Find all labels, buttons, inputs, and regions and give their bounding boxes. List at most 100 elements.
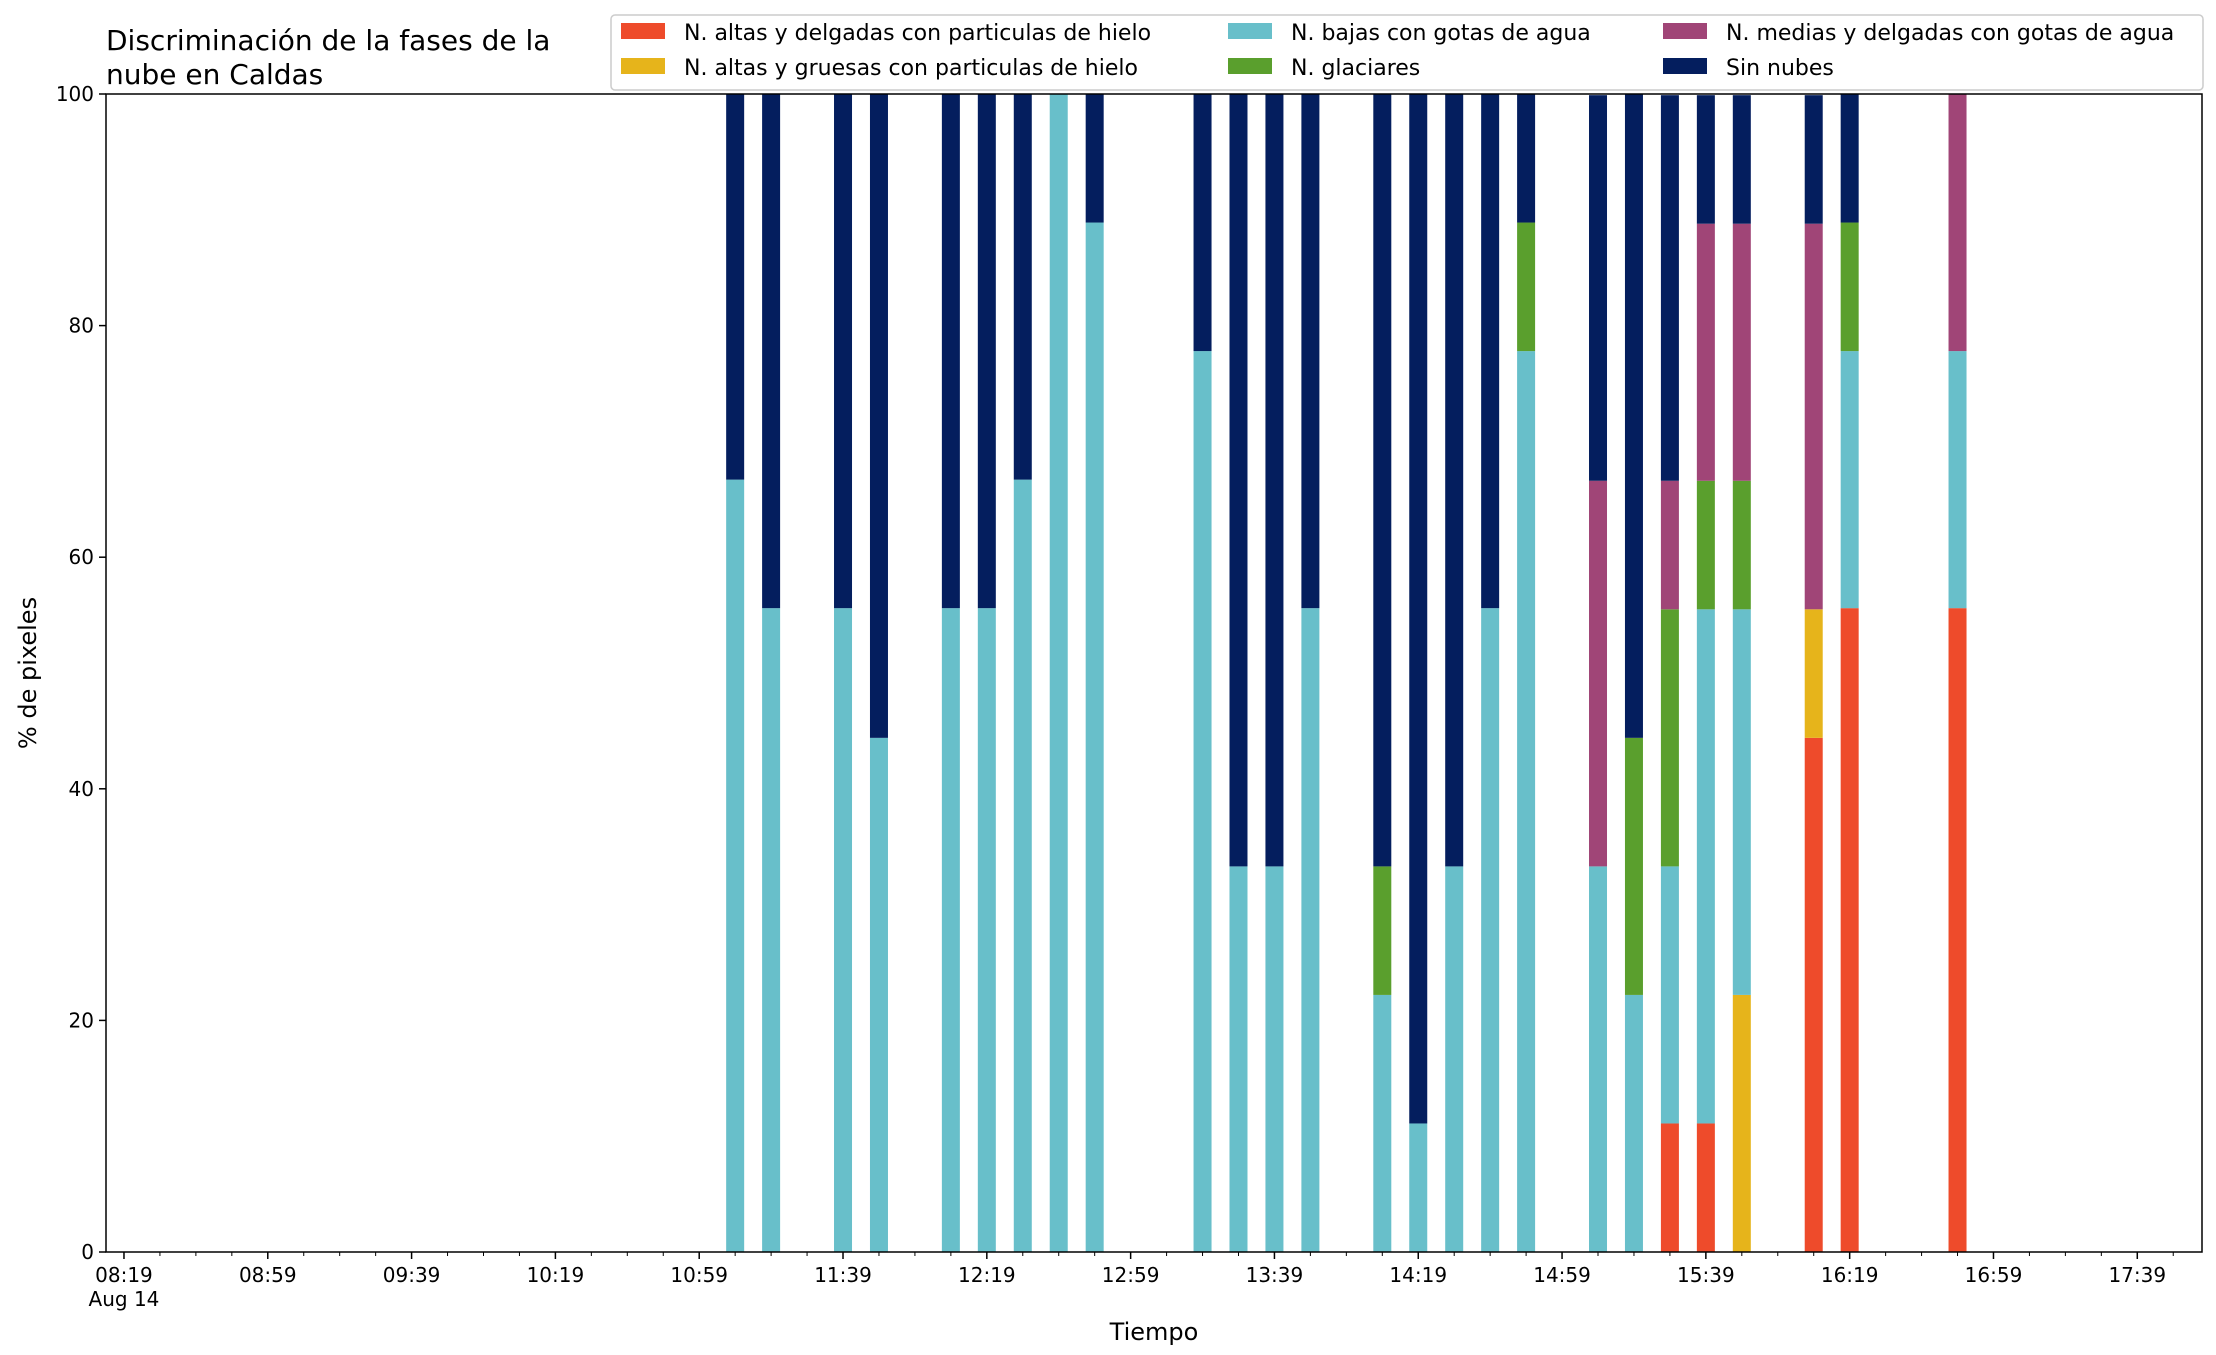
x-tick-label: 16:19 [1821, 1263, 1879, 1287]
x-tick-label: 12:59 [1102, 1263, 1160, 1287]
y-tick-label: 20 [69, 1008, 94, 1032]
legend-swatch [1228, 23, 1272, 39]
x-tick-label: 10:19 [527, 1263, 585, 1287]
bar-segment-1149-s2 [869, 737, 888, 1252]
x-tick-label: 14:59 [1533, 1263, 1591, 1287]
bar-segment-1439-s5 [1481, 94, 1500, 609]
bar-segment-1349-s5 [1301, 94, 1320, 609]
x-tick-label: 15:39 [1677, 1263, 1735, 1287]
chart-title-line-2: nube en Caldas [106, 58, 323, 91]
bar-segment-1609-s5 [1804, 95, 1823, 224]
bar-segment-1319-s5 [1193, 94, 1212, 352]
bar-segment-1509-s4 [1589, 480, 1608, 867]
bar-segment-1609-s4 [1804, 223, 1823, 610]
bar-segment-1539-s0 [1696, 1123, 1715, 1252]
bar-segment-1529-s4 [1660, 480, 1679, 610]
bar-segment-1119-s2 [762, 608, 781, 1252]
bar-segment-1529-s2 [1660, 866, 1679, 1124]
legend-swatch [621, 23, 665, 39]
bar-segment-1229-s2 [1013, 479, 1032, 1252]
bar-segment-1339-s5 [1265, 94, 1284, 867]
bar-segment-1249-s5 [1085, 94, 1104, 223]
x-tick-label: 13:39 [1246, 1263, 1304, 1287]
bar-segment-1519-s3 [1624, 737, 1643, 995]
bar-segment-1619-s3 [1840, 222, 1859, 352]
bar-segment-1329-s5 [1229, 94, 1248, 867]
legend-label: N. altas y gruesas con particulas de hie… [684, 56, 1138, 81]
bar-segment-1609-s1 [1804, 609, 1823, 738]
legend: N. altas y delgadas con particulas de hi… [610, 14, 2204, 91]
bar-segment-1149-s5 [869, 94, 888, 738]
bar-segment-1449-s5 [1517, 94, 1536, 223]
legend-label: N. bajas con gotas de agua [1291, 21, 1591, 46]
bar-segment-1409-s2 [1373, 994, 1392, 1252]
y-axis: 0 20 40 60 80 100 [56, 82, 106, 1264]
bar-segment-1519-s2 [1624, 994, 1643, 1252]
chart-title-line-1: Discriminación de la fases de la [106, 24, 550, 57]
x-tick-label: 12:19 [958, 1263, 1016, 1287]
bar-segment-1219-s5 [977, 94, 996, 609]
bar-segment-1519-s5 [1624, 94, 1643, 738]
bar-segment-1529-s0 [1660, 1123, 1679, 1252]
bar-segment-1649-s4 [1948, 94, 1967, 352]
chart-title: Discriminación de la fases de la nube en… [106, 24, 550, 91]
y-tick-label: 40 [69, 777, 94, 801]
bar-segment-1109-s5 [726, 94, 745, 480]
bar-segment-1509-s2 [1589, 866, 1608, 1252]
bar-segment-1609-s0 [1804, 737, 1823, 1252]
bar-segment-1229-s5 [1013, 94, 1032, 480]
bar-segment-1529-s5 [1660, 95, 1679, 481]
bar-segment-1109-s2 [726, 479, 745, 1252]
y-axis-label: % de pixeles [14, 597, 42, 749]
bar-segment-1319-s2 [1193, 351, 1212, 1253]
bar-segment-1419-s2 [1409, 1123, 1428, 1252]
x-tick-label: 11:39 [814, 1263, 872, 1287]
bar-segment-1549-s5 [1732, 95, 1751, 224]
x-tick-label: 17:39 [2108, 1263, 2166, 1287]
legend-swatch [621, 58, 665, 74]
bar-segment-1139-s5 [834, 94, 853, 609]
bar-segment-1239-s2 [1049, 94, 1068, 1252]
x-tick-label: 14:19 [1389, 1263, 1447, 1287]
bar-segment-1619-s5 [1840, 94, 1859, 223]
bar-segment-1209-s2 [941, 608, 960, 1252]
legend-swatch [1228, 58, 1272, 74]
bar-segment-1549-s3 [1732, 480, 1751, 610]
x-tick-label: 10:59 [670, 1263, 728, 1287]
bar-segment-1329-s2 [1229, 866, 1248, 1252]
bar-segment-1119-s5 [762, 94, 781, 609]
bar-segment-1349-s2 [1301, 608, 1320, 1252]
bar-segment-1509-s5 [1589, 95, 1608, 481]
y-tick-label: 0 [81, 1240, 94, 1264]
bar-segment-1209-s5 [941, 94, 960, 609]
bars [726, 94, 1967, 1253]
bar-segment-1529-s3 [1660, 609, 1679, 867]
bar-segment-1539-s3 [1696, 480, 1715, 610]
bar-segment-1619-s2 [1840, 351, 1859, 609]
x-tick-label: 09:39 [383, 1263, 441, 1287]
bar-segment-1649-s0 [1948, 608, 1967, 1252]
bar-segment-1419-s5 [1409, 94, 1428, 1124]
bar-segment-1549-s4 [1732, 223, 1751, 481]
bar-segment-1549-s2 [1732, 609, 1751, 995]
legend-label: Sin nubes [1726, 56, 1834, 81]
x-tick-label: 08:59 [239, 1263, 297, 1287]
bar-segment-1539-s2 [1696, 609, 1715, 1124]
bar-segment-1409-s3 [1373, 866, 1392, 995]
legend-label: N. glaciares [1291, 56, 1420, 81]
bar-segment-1429-s5 [1445, 94, 1464, 867]
bar-segment-1449-s2 [1517, 351, 1536, 1253]
legend-box [610, 14, 2204, 91]
bar-segment-1619-s0 [1840, 608, 1859, 1252]
x-tick-label: 16:59 [1965, 1263, 2023, 1287]
legend-swatch [1663, 23, 1707, 39]
bar-segment-1219-s2 [977, 608, 996, 1252]
bar-segment-1339-s2 [1265, 866, 1284, 1252]
bar-segment-1249-s2 [1085, 222, 1104, 1252]
bar-segment-1139-s2 [834, 608, 853, 1252]
bar-segment-1539-s5 [1696, 95, 1715, 224]
y-tick-label: 60 [69, 545, 94, 569]
bar-segment-1449-s3 [1517, 222, 1536, 352]
legend-swatch [1663, 58, 1707, 74]
